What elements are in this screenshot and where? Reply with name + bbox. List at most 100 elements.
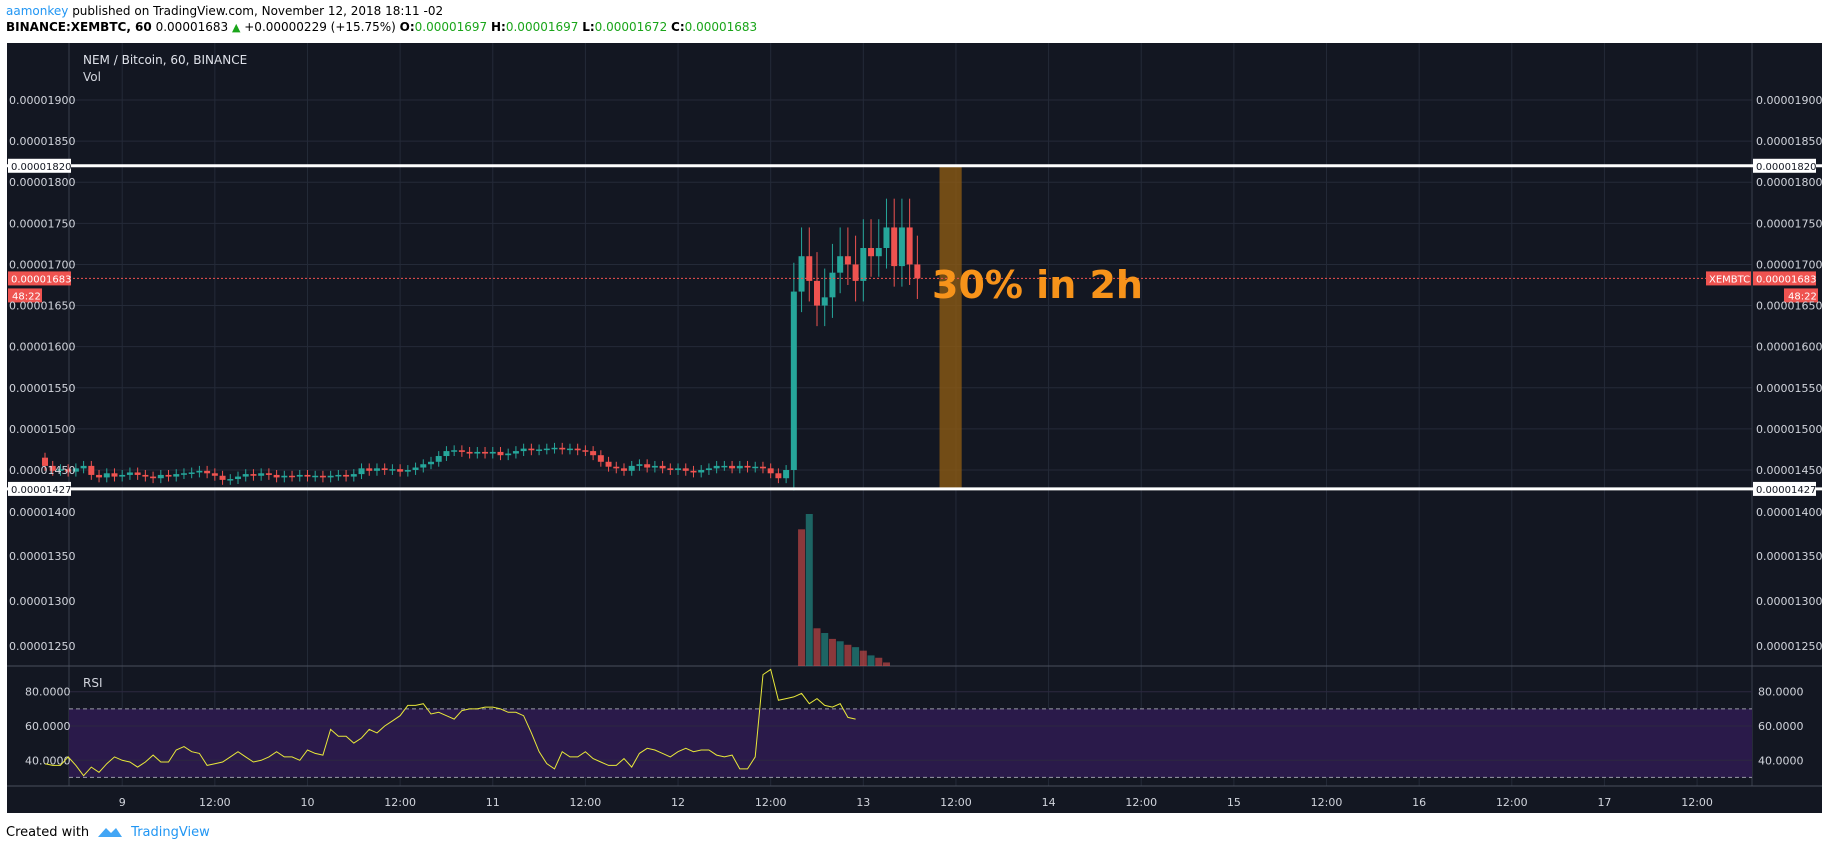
- candle-body: [844, 256, 851, 265]
- y-tick-label-right: 0.00001700: [1756, 258, 1822, 271]
- candle-body: [914, 264, 921, 279]
- candle-body: [273, 474, 280, 478]
- candle-body: [528, 448, 535, 451]
- candle-body: [906, 227, 913, 265]
- candle-body: [621, 468, 627, 471]
- candle-body: [721, 465, 728, 468]
- candle-body: [57, 469, 64, 471]
- candle-body: [520, 448, 527, 452]
- rsi-y-tick-left: 80.0000: [25, 686, 71, 699]
- candle-body: [103, 473, 110, 478]
- candle-body: [559, 447, 566, 450]
- hline-label-left-box: [8, 481, 71, 496]
- rsi-y-tick-right: 40.0000: [1758, 754, 1804, 767]
- candle-body: [698, 470, 705, 473]
- rsi-y-tick-right: 60.0000: [1758, 720, 1804, 733]
- candle-body: [551, 447, 558, 450]
- chart-title: NEM / Bitcoin, 60, BINANCE: [83, 53, 247, 67]
- tradingview-link[interactable]: TradingView: [131, 824, 210, 840]
- y-tick-label-left: 0.00001700: [9, 258, 75, 271]
- x-tick-label: 12:00: [1681, 796, 1713, 809]
- candle-body: [497, 451, 504, 456]
- candle-body: [636, 464, 643, 466]
- candle-body: [489, 451, 496, 454]
- candle-body: [350, 474, 357, 477]
- candle-body: [235, 476, 241, 480]
- candle-body: [381, 468, 388, 470]
- candle-body: [767, 468, 774, 474]
- x-tick-label: 15: [1227, 796, 1241, 809]
- candle-body: [404, 470, 411, 472]
- candle-body: [736, 465, 743, 469]
- candle-body: [659, 465, 666, 469]
- candle-body: [868, 248, 875, 257]
- last-price-label-right: 0.00001683: [1756, 274, 1816, 285]
- candle-body: [875, 248, 882, 257]
- candle-body: [443, 451, 450, 457]
- candle-body: [729, 465, 736, 469]
- y-tick-label-right: 0.00001450: [1756, 464, 1822, 477]
- candle-body: [335, 474, 342, 477]
- candle-body: [366, 468, 373, 471]
- candle-body: [126, 472, 133, 475]
- candle-body: [65, 469, 72, 472]
- candle-body: [227, 479, 234, 481]
- volume-bar: [813, 628, 821, 666]
- author-link[interactable]: aamonkey: [6, 4, 69, 18]
- footer: Created with TradingView: [6, 824, 210, 840]
- candle-body: [258, 473, 265, 476]
- candle-body: [814, 280, 820, 306]
- y-tick-label-left: 0.00001850: [9, 135, 75, 148]
- hline-label-right-box: [1753, 481, 1816, 496]
- up-arrow-icon: ▲: [231, 21, 241, 34]
- x-tick-label: 12:00: [1311, 796, 1343, 809]
- hline-label-right: 0.00001427: [1756, 485, 1816, 496]
- publish-info: aamonkey published on TradingView.com, N…: [6, 4, 443, 18]
- candle-body: [96, 474, 103, 478]
- close-label: C:: [671, 20, 685, 34]
- candle-body: [451, 450, 458, 452]
- annotation-text: 30% in 2h: [932, 263, 1143, 307]
- volume-y-tick-right: 0.00001300: [1756, 595, 1822, 608]
- candle-body: [536, 449, 543, 451]
- candle-body: [898, 227, 905, 267]
- candle-body: [150, 476, 157, 479]
- candle-body: [111, 473, 118, 477]
- candle-body: [883, 227, 890, 248]
- candle-body: [358, 468, 365, 475]
- x-tick-label: 12:00: [1125, 796, 1157, 809]
- candle-body: [420, 464, 427, 468]
- candle-body: [196, 470, 203, 473]
- symbol-label: BINANCE:XEMBTC, 60: [6, 20, 152, 34]
- candle-body: [265, 473, 272, 475]
- open-value: 0.00001697: [414, 20, 488, 34]
- candle-body: [281, 475, 288, 478]
- hline-label-left-box: [8, 158, 71, 173]
- volume-bar: [852, 647, 860, 666]
- y-tick-label-right: 0.00001850: [1756, 135, 1822, 148]
- x-tick-label: 12:00: [199, 796, 231, 809]
- candle-body: [373, 468, 380, 471]
- countdown-right-box: [1784, 288, 1818, 303]
- created-with-text: Created with: [6, 824, 90, 840]
- candle-body: [180, 473, 187, 475]
- candle-body: [188, 472, 195, 474]
- candle-body: [412, 467, 419, 470]
- volume-y-tick-right: 0.00001250: [1756, 640, 1822, 653]
- volume-bar: [821, 633, 829, 666]
- candle-body: [798, 256, 805, 292]
- y-tick-label-left: 0.00001900: [9, 94, 75, 107]
- symbol-tag-box: [1706, 271, 1751, 286]
- volume-y-tick-left: 0.00001250: [9, 640, 75, 653]
- candle-body: [644, 464, 651, 468]
- candle-body: [173, 474, 180, 477]
- y-tick-label-right: 0.00001650: [1756, 300, 1822, 313]
- candle-body: [304, 474, 311, 477]
- candle-body: [891, 227, 898, 267]
- candle-body: [397, 469, 404, 472]
- y-tick-label-left: 0.00001500: [9, 423, 75, 436]
- candle-body: [566, 448, 573, 451]
- x-tick-label: 12:00: [570, 796, 602, 809]
- pump-highlight-box: [939, 165, 962, 489]
